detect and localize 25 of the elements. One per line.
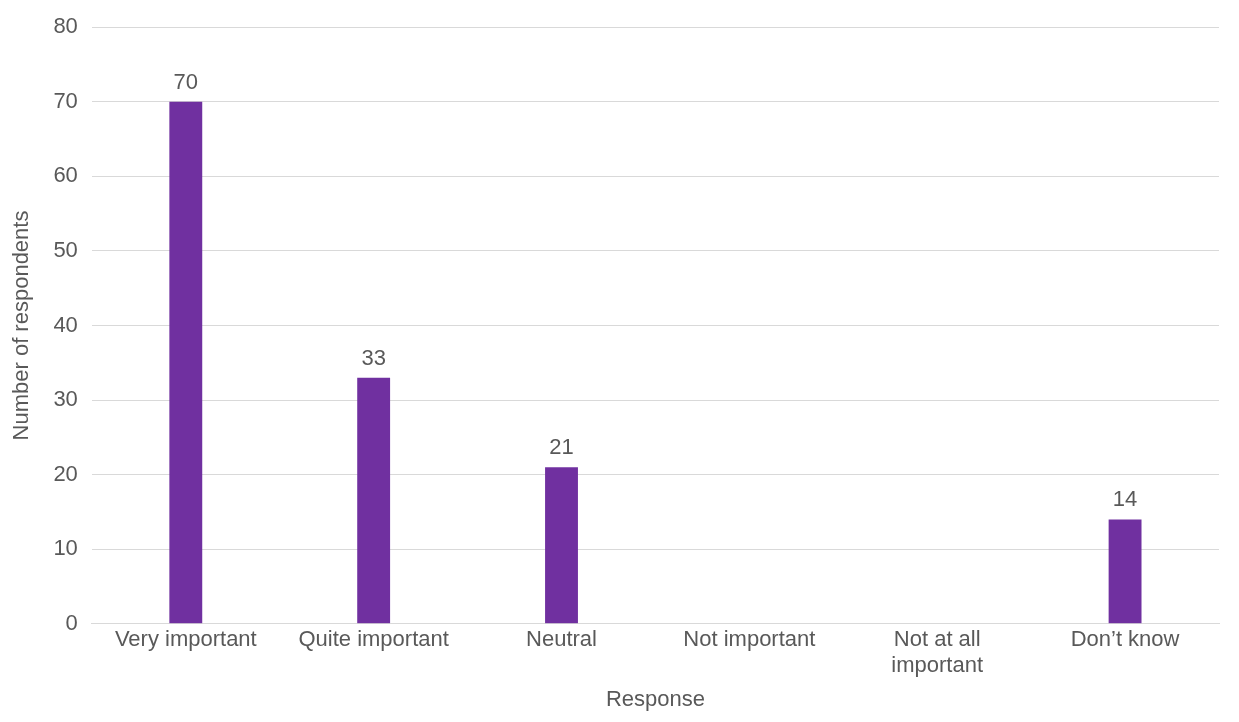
y-axis-title: Number of respondents: [8, 210, 34, 441]
data-label: 14: [1112, 486, 1138, 512]
y-tick-label: 60: [53, 162, 78, 188]
bar: [169, 101, 203, 624]
data-label: 33: [361, 344, 386, 370]
bar: [357, 377, 391, 624]
x-tick-label: Neutral: [526, 626, 597, 652]
y-tick-label: 0: [65, 609, 78, 635]
data-label: 21: [549, 434, 574, 460]
x-tick-label: Don’t know: [1070, 626, 1180, 652]
x-tick-label: Not at all important: [891, 626, 984, 678]
x-tick-label: Quite important: [298, 626, 449, 652]
y-tick-label: 10: [53, 535, 78, 561]
y-tick-label: 80: [53, 13, 78, 39]
y-tick-label: 40: [53, 311, 78, 337]
y-tick-label: 50: [53, 236, 78, 262]
data-label: 70: [173, 68, 199, 94]
y-tick-label: 20: [53, 460, 78, 486]
y-tick-label: 70: [53, 87, 78, 113]
x-tick-label: Not important: [683, 626, 816, 652]
x-axis-title: Response: [605, 685, 705, 711]
x-tick-label: Very important: [114, 626, 257, 652]
y-tick-label: 30: [53, 386, 78, 412]
bar: [545, 467, 578, 624]
bar: [1108, 519, 1142, 624]
